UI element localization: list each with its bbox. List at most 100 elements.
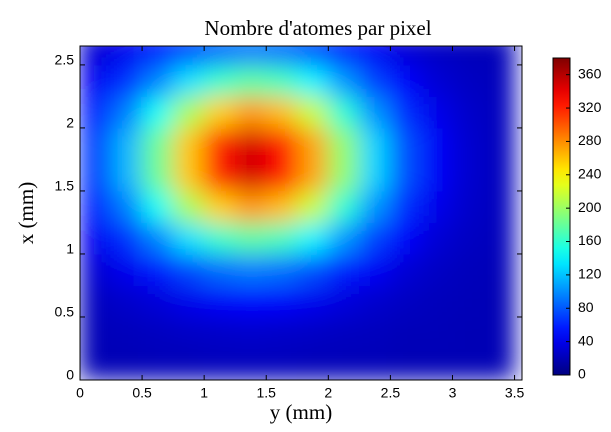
heatmap-cell xyxy=(358,221,391,255)
heatmap-cell xyxy=(234,95,267,129)
heatmap-cell xyxy=(203,95,236,129)
heatmap-cell xyxy=(451,284,485,318)
heatmap-cell xyxy=(203,253,236,286)
heatmap-cell xyxy=(483,347,516,380)
heatmap-cell xyxy=(80,95,112,129)
heatmap-cell xyxy=(80,253,112,286)
heatmap-cell xyxy=(296,158,329,192)
heatmap-cell xyxy=(110,253,143,286)
heatmap-cell xyxy=(327,221,360,255)
heatmap-cell xyxy=(110,127,143,160)
heatmap-cell xyxy=(420,127,453,160)
heatmap-cell xyxy=(203,316,236,349)
heatmap-cell xyxy=(172,284,205,318)
heatmap-cell xyxy=(265,347,298,380)
heatmap-cell xyxy=(358,284,391,318)
heatmap-cell xyxy=(141,158,174,192)
colorbar-tick-label: 320 xyxy=(578,99,602,115)
heatmap-cell xyxy=(172,190,205,223)
heatmap-cell xyxy=(358,46,391,66)
heatmap-cell xyxy=(451,158,485,192)
heatmap-cell xyxy=(80,158,112,192)
heatmap-cell xyxy=(265,95,298,129)
heatmap-cell xyxy=(110,347,143,380)
heatmap-cell xyxy=(172,64,205,97)
heatmap-cell xyxy=(389,95,422,129)
heatmap-cell xyxy=(327,347,360,380)
x-tick-label: 0.5 xyxy=(132,385,152,401)
y-tick-label: 0 xyxy=(66,367,74,383)
heatmap-cell xyxy=(389,46,422,66)
colorbar-tick-label: 0 xyxy=(578,366,586,382)
heatmap-cell xyxy=(420,221,453,255)
heatmap-cell xyxy=(203,190,236,223)
heatmap-cell xyxy=(234,284,267,318)
heatmap-cell xyxy=(203,127,236,160)
heatmap-cell xyxy=(172,253,205,286)
colorbar-tick-label: 120 xyxy=(578,266,602,282)
heatmap-cell xyxy=(420,46,453,66)
heatmap-cell xyxy=(389,158,422,192)
heatmap-cell xyxy=(172,158,205,192)
heatmap-cell xyxy=(296,127,329,160)
heatmap-cell xyxy=(358,316,391,349)
heatmap-cell xyxy=(358,127,391,160)
heatmap-cell xyxy=(141,190,174,223)
heatmap-cell xyxy=(483,190,516,223)
heatmap-cell xyxy=(265,190,298,223)
heatmap-cell xyxy=(296,221,329,255)
y-tick-label: 2 xyxy=(66,115,74,131)
heatmap-cell xyxy=(327,158,360,192)
heatmap-cell xyxy=(296,46,329,66)
heatmap-cell xyxy=(358,158,391,192)
heatmap-cell xyxy=(203,284,236,318)
heatmap-cell xyxy=(80,221,112,255)
heatmap-cell xyxy=(296,284,329,318)
heatmap-cell xyxy=(110,316,143,349)
x-axis-label: y (mm) xyxy=(270,400,332,424)
heatmap-cell xyxy=(483,46,516,66)
heatmap-cell xyxy=(389,190,422,223)
heatmap-cell xyxy=(451,46,485,66)
heatmap-cell xyxy=(358,253,391,286)
heatmap-cell xyxy=(451,127,485,160)
heatmap-cell xyxy=(234,190,267,223)
heatmap-cell xyxy=(327,190,360,223)
y-tick-label: 1 xyxy=(66,241,74,257)
y-tick-label: 0.5 xyxy=(55,304,75,320)
colorbar-tick-label: 280 xyxy=(578,132,602,148)
heatmap xyxy=(80,46,516,380)
heatmap-cell xyxy=(389,284,422,318)
heatmap-cell xyxy=(420,95,453,129)
heatmap-cell xyxy=(141,221,174,255)
heatmap-cell xyxy=(420,316,453,349)
heatmap-cell xyxy=(80,46,112,66)
heatmap-cell xyxy=(451,221,485,255)
heatmap-cell xyxy=(296,347,329,380)
heatmap-cell xyxy=(483,64,516,97)
heatmap-cell xyxy=(110,64,143,97)
heatmap-cell xyxy=(110,284,143,318)
heatmap-cell xyxy=(358,190,391,223)
heatmap-cell xyxy=(389,64,422,97)
plot-frame xyxy=(79,45,523,381)
heatmap-cell xyxy=(80,127,112,160)
heatmap-cell xyxy=(451,95,485,129)
heatmap-cell xyxy=(389,127,422,160)
heatmap-cell xyxy=(141,253,174,286)
heatmap-cell xyxy=(80,284,112,318)
y-tick-label: 2.5 xyxy=(55,52,75,68)
heatmap-cell xyxy=(420,284,453,318)
heatmap-cell xyxy=(483,284,516,318)
heatmap-cell xyxy=(80,190,112,223)
heatmap-cell xyxy=(234,253,267,286)
heatmap-cell xyxy=(420,253,453,286)
heatmap-cell xyxy=(483,253,516,286)
heatmap-cell xyxy=(203,347,236,380)
heatmap-cell xyxy=(420,190,453,223)
heatmap-cell xyxy=(172,95,205,129)
heatmap-cell xyxy=(203,221,236,255)
colorbar xyxy=(552,57,571,376)
heatmap-cell xyxy=(358,347,391,380)
heatmap-cell xyxy=(141,127,174,160)
